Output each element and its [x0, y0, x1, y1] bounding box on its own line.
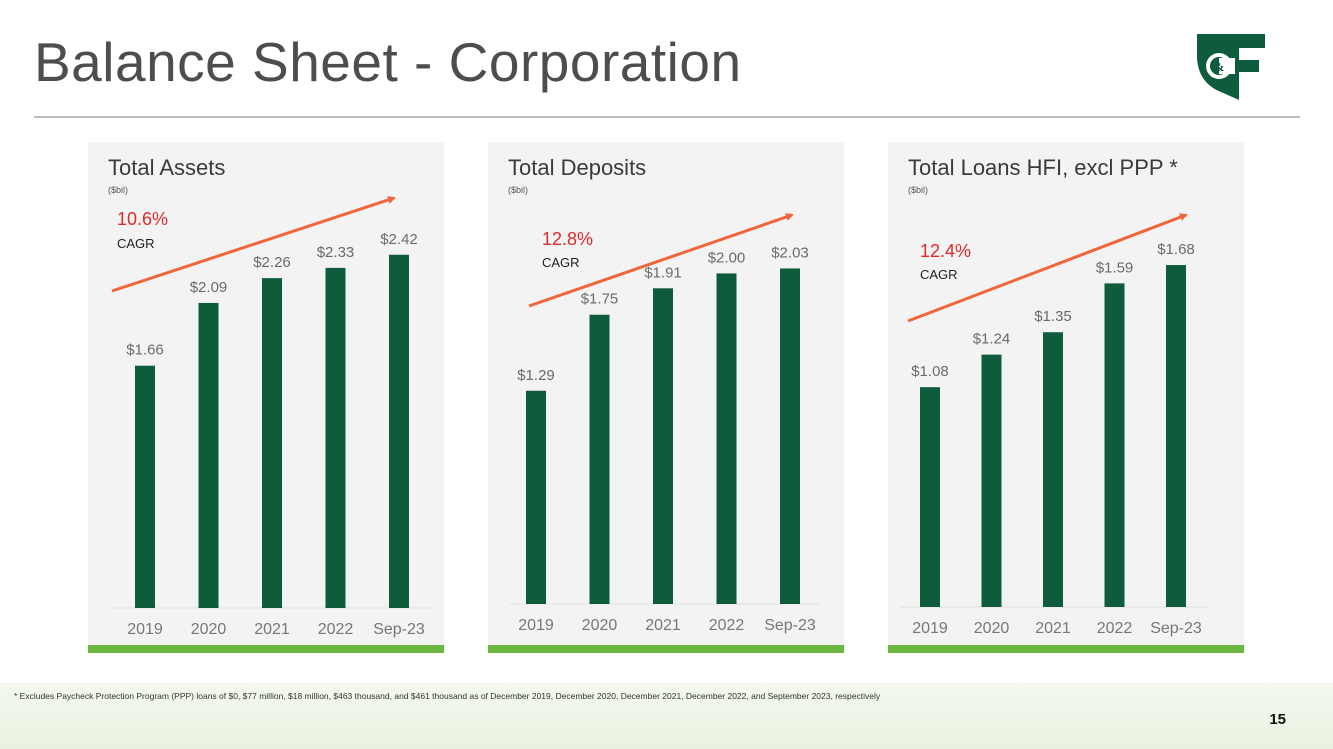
data-label: $1.08	[911, 363, 949, 380]
x-tick-label: 2022	[318, 621, 354, 638]
data-label: $2.00	[708, 249, 746, 266]
x-tick-label: 2021	[645, 617, 681, 634]
bar	[135, 365, 155, 608]
chart-total-assets: $1.66 2019 $2.09 2020 $2.26 2021 $2.33 2022 $2.4…	[108, 196, 430, 638]
x-tick-label: 2019	[127, 621, 163, 638]
panel-accent-bar	[88, 645, 444, 653]
bar	[920, 387, 940, 607]
bar	[526, 390, 546, 604]
chart-unit: ($bil)	[908, 185, 929, 195]
chart-panel-total-deposits: $1.29 2019 $1.75 2020 $1.91 2021 $2.00 2022 $2.0…	[488, 142, 844, 653]
data-label: $1.68	[1157, 241, 1195, 258]
bar	[780, 268, 800, 604]
bar	[653, 288, 673, 604]
x-tick-label: Sep-23	[1150, 620, 1202, 637]
data-label: $1.35	[1034, 308, 1072, 325]
data-label: $1.29	[517, 367, 555, 384]
data-label: $1.24	[973, 331, 1011, 348]
chart-unit: ($bil)	[508, 185, 529, 195]
panel-accent-bar	[888, 645, 1244, 653]
footnote: * Excludes Paycheck Protection Program (…	[14, 691, 881, 701]
data-label: $2.09	[190, 279, 228, 296]
x-tick-label: 2020	[582, 617, 618, 634]
chart-panel-total-loans: $1.08 2019 $1.24 2020 $1.35 2021 $1.59 2022 $1.6…	[888, 142, 1244, 653]
bar	[589, 314, 610, 604]
bar	[389, 254, 409, 608]
x-tick-label: 2021	[254, 621, 290, 638]
data-label: $2.42	[380, 231, 418, 248]
bar	[1166, 265, 1186, 607]
chart-panel-total-assets: $1.66 2019 $2.09 2020 $2.26 2021 $2.33 2022 $2.4…	[88, 142, 444, 653]
chart-title: Total Loans HFI, excl PPP *	[908, 155, 1178, 180]
bar	[262, 278, 282, 608]
x-tick-label: 2022	[709, 617, 745, 634]
data-label: $1.75	[581, 291, 619, 308]
cagr-value: 12.8%	[542, 229, 594, 249]
data-label: $2.03	[771, 244, 809, 261]
chart-total-deposits: $1.29 2019 $1.75 2020 $1.91 2021 $2.00 2022 $2.0…	[510, 213, 820, 634]
chart-title: Total Deposits	[508, 155, 647, 180]
data-label: $1.91	[644, 264, 682, 281]
page-title: Balance Sheet - Corporation	[34, 31, 742, 93]
x-tick-label: 2020	[191, 621, 227, 638]
cagr-trend-arrow	[528, 213, 794, 308]
chart-total-loans: $1.08 2019 $1.24 2020 $1.35 2021 $1.59 2022 $1.6…	[900, 213, 1208, 637]
data-label: $1.59	[1096, 259, 1134, 276]
bar	[1043, 332, 1063, 607]
bar	[325, 267, 346, 608]
data-label: $2.33	[317, 244, 355, 261]
title-divider	[34, 116, 1300, 118]
page-number: 15	[1269, 711, 1286, 728]
x-tick-label: 2022	[1097, 620, 1133, 637]
x-tick-label: Sep-23	[373, 621, 425, 638]
cagr-value: 10.6%	[117, 209, 169, 229]
bar	[716, 273, 737, 604]
x-tick-label: Sep-23	[764, 617, 816, 634]
x-tick-label: 2021	[1035, 620, 1071, 637]
cagr-label: CAGR	[920, 267, 958, 282]
cagr-label: CAGR	[542, 255, 580, 270]
x-tick-label: 2019	[518, 617, 554, 634]
cagr-value: 12.4%	[920, 241, 972, 261]
panel-accent-bar	[488, 645, 844, 653]
bar	[981, 354, 1002, 607]
bar	[1104, 283, 1125, 607]
bar	[198, 302, 219, 608]
svg-text:&: &	[1214, 59, 1225, 74]
x-tick-label: 2019	[912, 620, 948, 637]
footer-band	[0, 683, 1333, 749]
chart-title: Total Assets	[108, 155, 226, 180]
data-label: $2.26	[253, 254, 291, 271]
cf-logo-icon: &	[1197, 34, 1265, 100]
cagr-trend-arrow	[907, 213, 1188, 323]
x-tick-label: 2020	[974, 620, 1010, 637]
chart-unit: ($bil)	[108, 185, 129, 195]
data-label: $1.66	[126, 342, 164, 359]
cagr-trend-arrow	[111, 196, 396, 293]
cagr-label: CAGR	[117, 236, 155, 251]
